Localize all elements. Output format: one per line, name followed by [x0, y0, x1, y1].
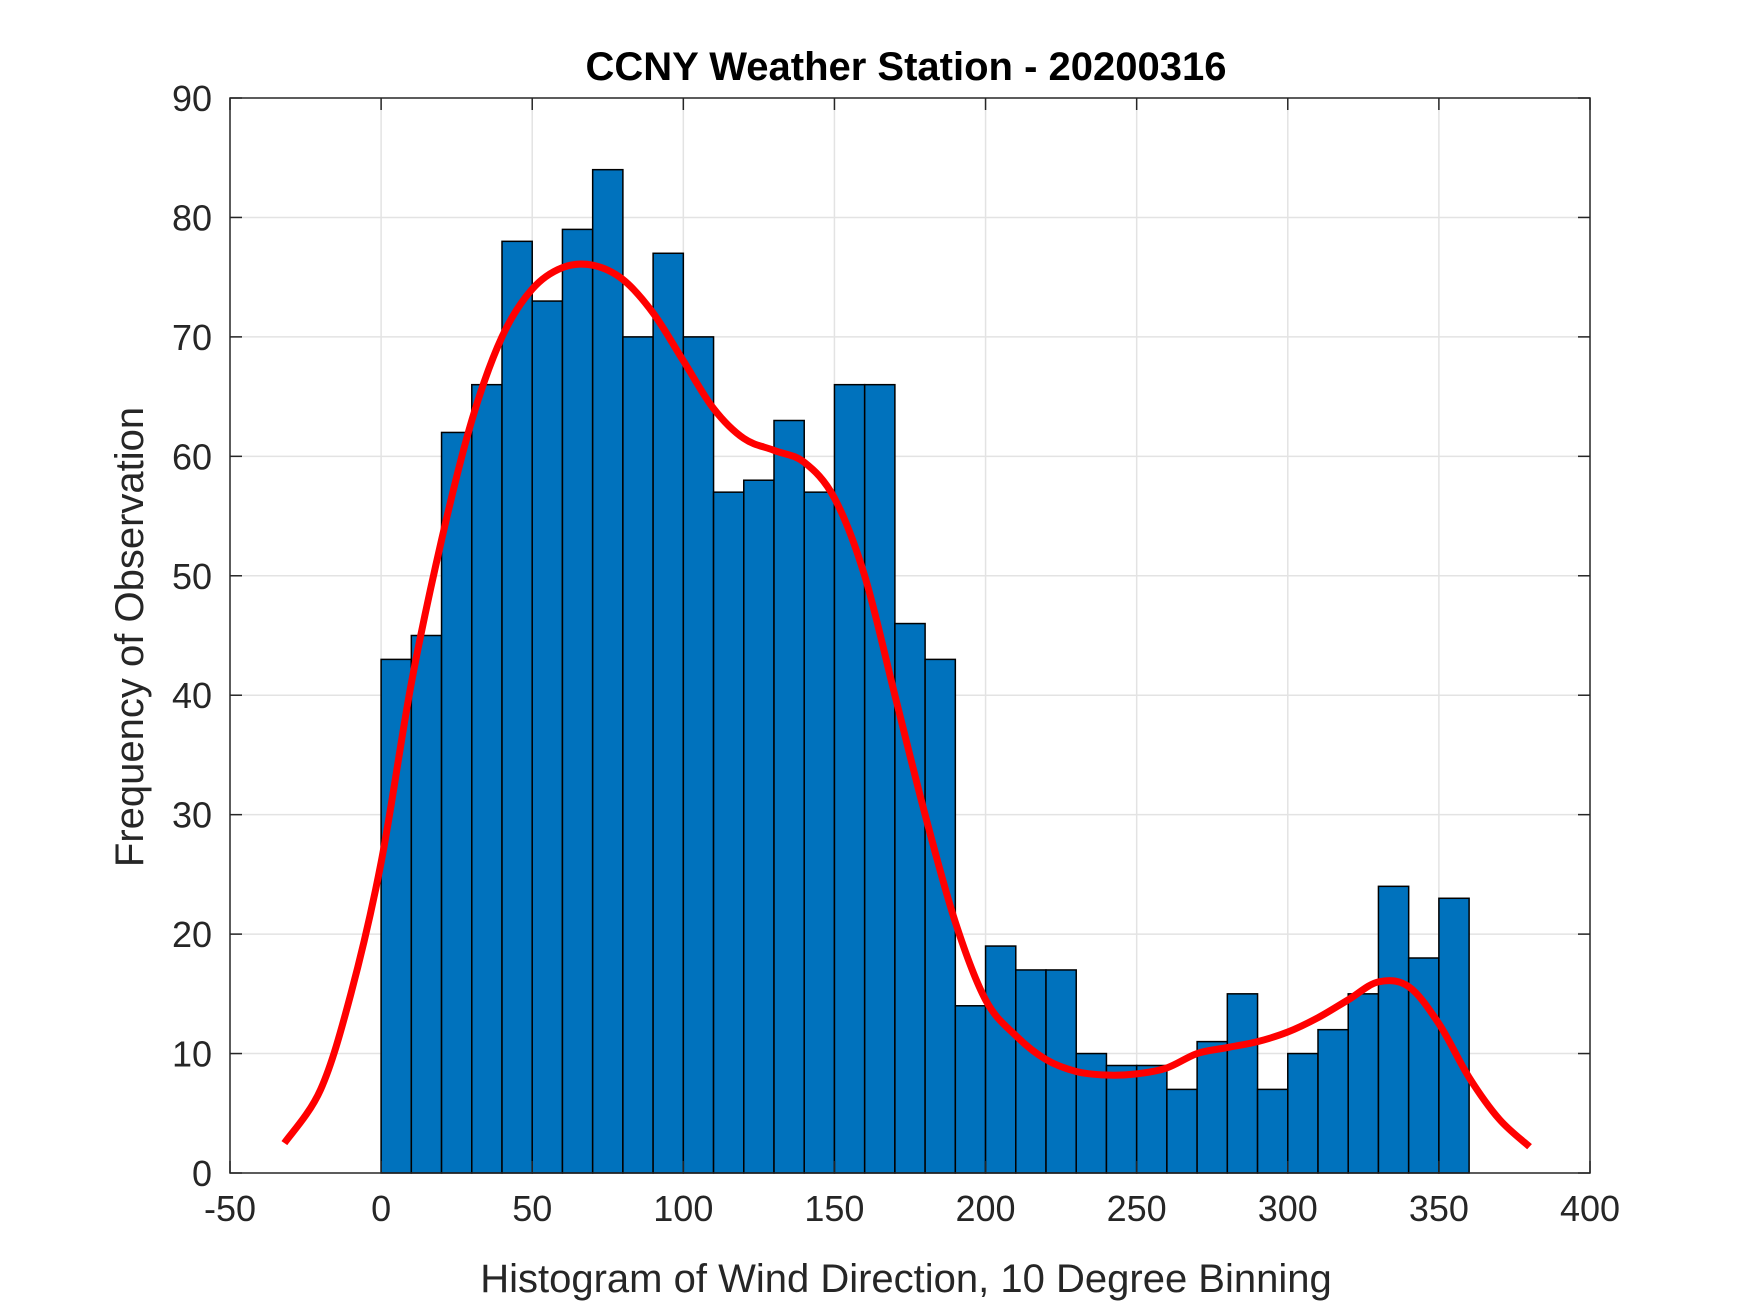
x-tick-label: -50 — [204, 1188, 256, 1229]
histogram-bar — [863, 383, 896, 1174]
histogram-bar — [501, 240, 533, 1174]
histogram-bar — [380, 658, 413, 1174]
axis-ticks — [229, 97, 1591, 1174]
x-axis-label: Histogram of Wind Direction, 10 Degree B… — [480, 1257, 1332, 1301]
histogram-bar — [1015, 969, 1047, 1174]
histogram-bar — [440, 431, 473, 1174]
y-tick-label: 0 — [192, 1153, 212, 1194]
histogram-bar — [622, 336, 654, 1174]
histogram-bar — [954, 1005, 987, 1174]
tick-labels: -50 0 50 100 150 200 250 300 350 4000102030405060… — [172, 78, 1620, 1229]
x-tick-label: 300 — [1258, 1188, 1318, 1229]
density-curve — [281, 260, 1532, 1150]
x-tick-label: 150 — [804, 1188, 864, 1229]
histogram-bar — [1196, 1040, 1229, 1174]
x-tick-label: 400 — [1560, 1188, 1620, 1229]
histogram-bar — [1135, 1064, 1168, 1174]
histogram-bar — [712, 491, 745, 1174]
histogram-bar — [531, 300, 564, 1174]
y-tick-label: 70 — [172, 317, 212, 358]
y-tick-label: 30 — [172, 795, 212, 836]
histogram-bar — [1377, 885, 1410, 1174]
histogram-bar — [591, 168, 624, 1174]
histogram-bar — [471, 383, 503, 1174]
x-tick-label: 250 — [1107, 1188, 1167, 1229]
y-tick-label: 20 — [172, 914, 212, 955]
y-axis-label: Frequency of Observation — [108, 407, 152, 867]
x-tick-label: 100 — [653, 1188, 713, 1229]
histogram-bar — [803, 491, 836, 1174]
histogram-bars — [380, 168, 1470, 1174]
histogram-bar — [1256, 1088, 1289, 1174]
histogram-bar — [652, 252, 685, 1174]
x-tick-label: 0 — [371, 1188, 391, 1229]
plot-frame — [229, 97, 1591, 1174]
y-tick-label: 80 — [172, 197, 212, 238]
y-tick-label: 90 — [172, 78, 212, 119]
histogram-bar — [984, 945, 1017, 1174]
y-tick-label: 40 — [172, 675, 212, 716]
x-tick-label: 350 — [1409, 1188, 1469, 1229]
histogram-bar — [1317, 1028, 1349, 1174]
histogram-bar — [1347, 993, 1380, 1174]
x-tick-label: 200 — [956, 1188, 1016, 1229]
histogram-bar — [410, 634, 443, 1174]
histogram-bar — [1287, 1052, 1319, 1174]
histogram-bar — [1105, 1064, 1138, 1174]
histogram-bar — [1166, 1088, 1198, 1174]
y-tick-label: 50 — [172, 556, 212, 597]
chart-title: CCNY Weather Station - 20200316 — [586, 45, 1227, 89]
y-tick-label: 10 — [172, 1034, 212, 1075]
histogram-bar — [561, 228, 594, 1174]
histogram-bar — [682, 336, 715, 1174]
x-tick-label: 50 — [512, 1188, 552, 1229]
histogram-bar — [773, 419, 805, 1174]
histogram-bar — [1226, 993, 1259, 1174]
y-tick-label: 60 — [172, 436, 212, 477]
histogram-bar — [743, 479, 775, 1174]
density-curve-layer — [281, 260, 1532, 1150]
